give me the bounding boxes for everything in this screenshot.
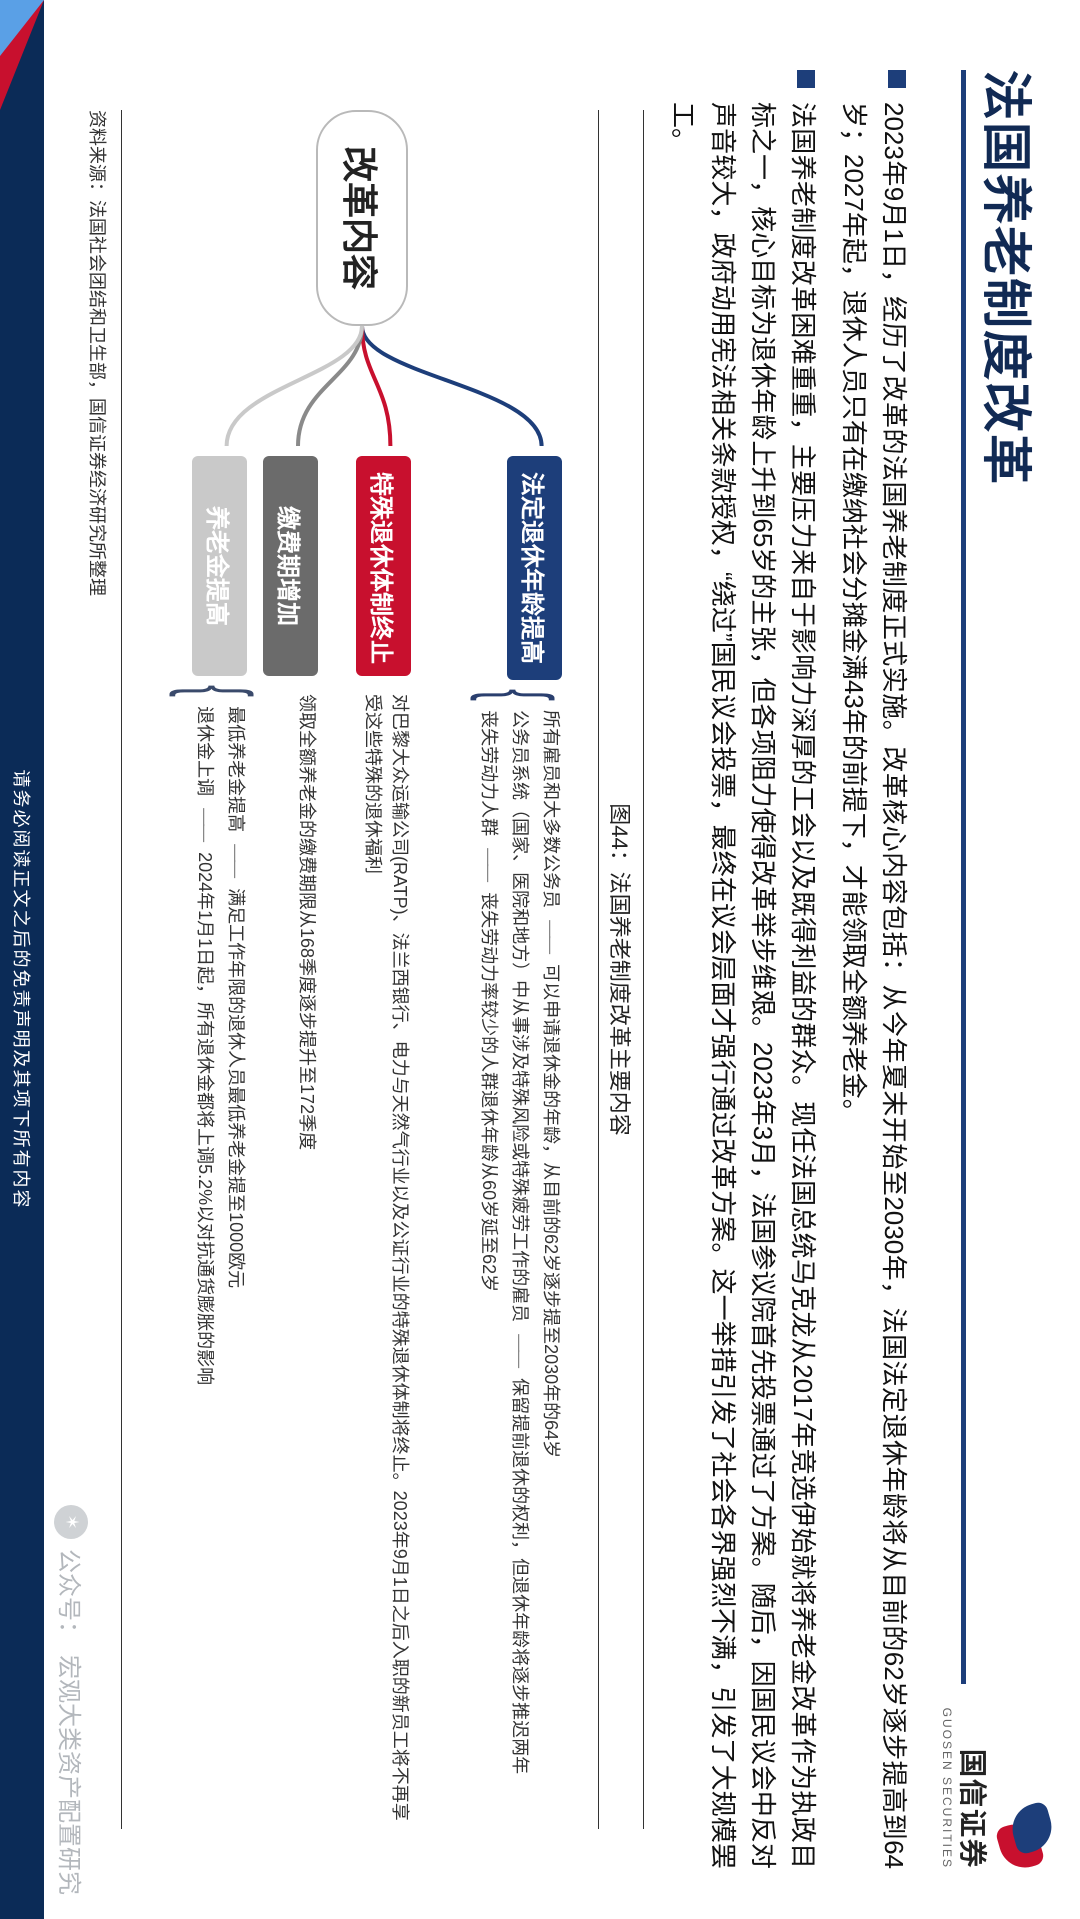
detail-text: 对巴黎大众运输公司(RATP)、法兰西银行、电力与天然气行业以及公证行业的特殊退… bbox=[359, 694, 413, 1829]
detail-text: 丧失劳动力率较少的人群退休年龄从60岁延至62岁 bbox=[475, 892, 502, 1292]
branch-tag: 特殊退休体制终止 bbox=[356, 456, 411, 676]
watermark: ✶ 公众号： 宏观大类资产配置研究 bbox=[54, 1505, 89, 1895]
dash-icon: —— bbox=[191, 808, 218, 840]
bullet-text: 法国养老制度改革困难重重，主要压力来自于影响力深厚的工会以及既得利益的群众。现任… bbox=[662, 102, 823, 1869]
figure-source: 资料来源：法国社会团结和卫生部，国信证券经济研究所整理 bbox=[85, 110, 122, 1829]
detail-lead: 退休金上调 bbox=[191, 706, 218, 796]
chart-branch: 特殊退休体制终止对巴黎大众运输公司(RATP)、法兰西银行、电力与天然气行业以及… bbox=[355, 456, 413, 1829]
detail-text: 保留提前退休的权利，但退休年龄将逐步推迟两年 bbox=[506, 1378, 533, 1774]
title-row: 法国养老制度改革 国信证券 GUOSEN SECURITIES bbox=[940, 70, 1046, 1869]
dash-icon: —— bbox=[475, 848, 502, 880]
branch-details: 对巴黎大众运输公司(RATP)、法兰西银行、电力与天然气行业以及公证行业的特殊退… bbox=[355, 694, 413, 1829]
branch-tag: 养老金提高 bbox=[192, 456, 247, 676]
branch-details: 所有雇员和大多数公务员——可以申请退休金的年龄，从目前的62岁逐步提至2030年… bbox=[471, 710, 564, 1774]
detail-lead: 最低养老金提高 bbox=[222, 706, 249, 832]
footer-disclaimer-text: 请务必阅读正文之后的免责声明及其项下所有内容 bbox=[9, 710, 35, 1210]
branch-tag: 法定退休年龄提高 bbox=[507, 456, 562, 680]
dash-icon: —— bbox=[222, 844, 249, 876]
branch-tag: 缴费期增加 bbox=[263, 456, 318, 676]
brace-icon: { bbox=[183, 685, 253, 697]
chart-branch: 法定退休年龄提高{所有雇员和大多数公务员——可以申请退休金的年龄，从目前的62岁… bbox=[471, 456, 564, 1829]
branch-details: 最低养老金提高——满足工作年限的退休人员最低养老金提至1000欧元退休金上调——… bbox=[187, 706, 249, 1385]
bullet-item: 2023年9月1日，经历了改革的法国养老制度正式实施。改革核心内容包括：从今年夏… bbox=[833, 70, 914, 1869]
figure: 图44：法国养老制度改革主要内容 改革内容 法定退休年龄提高 { 所有雇员和大多数公… bbox=[85, 70, 644, 1869]
bullet-text: 2023年9月1日，经历了改革的法国养老制度正式实施。改革核心内容包括：从今年夏… bbox=[833, 102, 914, 1869]
chart-connectors bbox=[152, 326, 572, 446]
chart-root-node: 改革内容 bbox=[316, 110, 408, 326]
detail-text: 可以申请退休金的年龄，从目前的62岁逐步提至2030年的64岁 bbox=[537, 964, 564, 1458]
chart-branch: 缴费期增加领取全额养老金的缴费期限从168季度逐步提升至172季度 bbox=[263, 456, 320, 1829]
chart-branches: 法定退休年龄提高{所有雇员和大多数公务员——可以申请退休金的年龄，从目前的62岁… bbox=[152, 386, 572, 1829]
footer-disclaimer-bar: 请务必阅读正文之后的免责声明及其项下所有内容 bbox=[0, 0, 44, 1919]
detail-text: 满足工作年限的退休人员最低养老金提至1000欧元 bbox=[222, 888, 249, 1288]
wechat-icon: ✶ bbox=[55, 1505, 89, 1539]
dash-icon: —— bbox=[537, 920, 564, 952]
brace-icon: { bbox=[484, 689, 554, 701]
bullet-square-icon bbox=[888, 70, 906, 88]
bullet-item: 法国养老制度改革困难重重，主要压力来自于影响力深厚的工会以及既得利益的群众。现任… bbox=[662, 70, 823, 1869]
figure-caption: 图44：法国养老制度改革主要内容 bbox=[598, 110, 644, 1829]
detail-text: 领取全额养老金的缴费期限从168季度逐步提升至172季度 bbox=[293, 694, 320, 1150]
chart-branch: 养老金提高{最低养老金提高——满足工作年限的退休人员最低养老金提至1000欧元退… bbox=[183, 456, 249, 1829]
logo-cn: 国信证券 bbox=[954, 1749, 994, 1869]
detail-lead: 所有雇员和大多数公务员 bbox=[537, 710, 564, 908]
reform-chart: 改革内容 法定退休年龄提高{所有雇员和大多数公务员——可以申请退休金的年龄，从目… bbox=[152, 70, 572, 1869]
detail-text: 2024年1月1日起，所有退休金都将上调5.2%以对抗通货膨胀的影响 bbox=[191, 852, 218, 1385]
detail-lead: 公务员系统（国家、医院和地方）中从事涉及特殊风险或特殊疲劳工作的雇员 bbox=[506, 710, 533, 1322]
page-title: 法国养老制度改革 bbox=[961, 70, 1046, 1684]
branch-details: 领取全额养老金的缴费期限从168季度逐步提升至172季度 bbox=[289, 694, 320, 1150]
bullet-square-icon bbox=[797, 70, 815, 88]
watermark-prefix: 公众号： bbox=[54, 1549, 89, 1645]
detail-lead: 丧失劳动力人群 bbox=[475, 710, 502, 836]
logo-en: GUOSEN SECURITIES bbox=[940, 1708, 954, 1869]
watermark-name: 宏观大类资产配置研究 bbox=[54, 1655, 89, 1895]
brand-logo: 国信证券 GUOSEN SECURITIES bbox=[940, 1708, 1052, 1869]
dash-icon: —— bbox=[506, 1334, 533, 1366]
bullet-list: 2023年9月1日，经历了改革的法国养老制度正式实施。改革核心内容包括：从今年夏… bbox=[662, 70, 914, 1869]
logo-mark-icon bbox=[998, 1805, 1052, 1869]
